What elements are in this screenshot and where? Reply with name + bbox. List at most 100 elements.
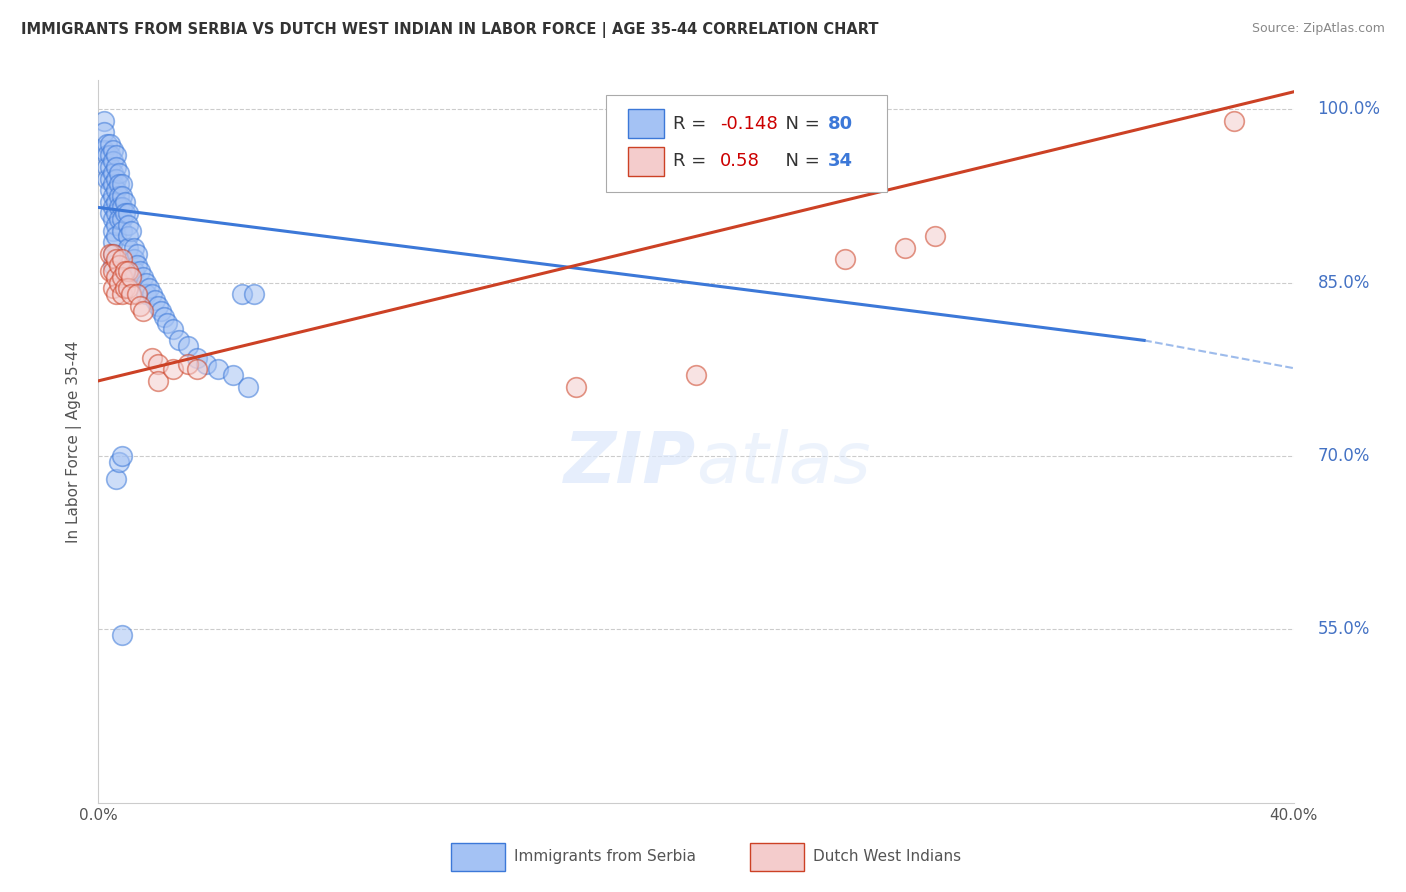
Point xyxy=(111,212,134,227)
Point xyxy=(143,293,166,307)
Point xyxy=(111,252,134,267)
Point xyxy=(103,212,125,227)
Point xyxy=(1223,113,1246,128)
Point xyxy=(156,316,179,330)
Text: 80: 80 xyxy=(827,115,852,133)
Point xyxy=(105,269,128,284)
Point xyxy=(243,287,266,301)
Point xyxy=(105,148,128,162)
Point xyxy=(108,455,131,469)
Point xyxy=(103,264,125,278)
Point xyxy=(114,206,136,220)
Point xyxy=(98,136,122,151)
FancyBboxPatch shape xyxy=(606,95,887,193)
Text: 55.0%: 55.0% xyxy=(1317,621,1369,639)
Point xyxy=(105,171,128,186)
Point xyxy=(894,241,917,255)
Point xyxy=(98,246,122,260)
Point xyxy=(924,229,946,244)
Point xyxy=(103,258,125,272)
Point xyxy=(153,310,176,325)
Point xyxy=(108,189,131,203)
Point xyxy=(103,166,125,180)
Point xyxy=(105,183,128,197)
Point xyxy=(186,362,208,376)
Point xyxy=(111,189,134,203)
Point xyxy=(96,160,118,174)
Point xyxy=(195,357,218,371)
Text: IMMIGRANTS FROM SERBIA VS DUTCH WEST INDIAN IN LABOR FORCE | AGE 35-44 CORRELATI: IMMIGRANTS FROM SERBIA VS DUTCH WEST IND… xyxy=(21,22,879,38)
Point xyxy=(207,362,229,376)
Point xyxy=(565,379,588,393)
Text: 85.0%: 85.0% xyxy=(1317,274,1369,292)
Point xyxy=(98,148,122,162)
Point xyxy=(177,357,200,371)
Text: 100.0%: 100.0% xyxy=(1317,100,1381,118)
Point xyxy=(138,281,160,295)
Point xyxy=(98,160,122,174)
Text: 0.58: 0.58 xyxy=(720,153,759,170)
Point xyxy=(111,223,134,237)
Point xyxy=(177,339,200,353)
Point xyxy=(135,276,157,290)
FancyBboxPatch shape xyxy=(628,147,664,176)
Point xyxy=(103,201,125,215)
Point xyxy=(135,287,157,301)
Point xyxy=(105,287,128,301)
Point xyxy=(162,322,184,336)
Point xyxy=(103,246,125,260)
Point xyxy=(150,304,173,318)
Point xyxy=(108,178,131,192)
Text: 34: 34 xyxy=(827,153,852,170)
Point xyxy=(231,287,253,301)
Point xyxy=(103,189,125,203)
Point xyxy=(124,241,146,255)
Point xyxy=(98,171,122,186)
Point xyxy=(148,299,170,313)
FancyBboxPatch shape xyxy=(451,843,505,871)
Y-axis label: In Labor Force | Age 35-44: In Labor Force | Age 35-44 xyxy=(66,341,83,542)
Point xyxy=(117,206,139,220)
Point xyxy=(132,269,155,284)
Point xyxy=(685,368,707,382)
Point xyxy=(186,351,208,365)
Text: Immigrants from Serbia: Immigrants from Serbia xyxy=(515,849,696,864)
Point xyxy=(105,472,128,486)
Point xyxy=(105,194,128,209)
Point xyxy=(117,218,139,232)
Point xyxy=(103,143,125,157)
Point xyxy=(111,269,134,284)
Text: R =: R = xyxy=(673,115,713,133)
Text: N =: N = xyxy=(773,115,825,133)
Point xyxy=(108,201,131,215)
Point xyxy=(117,281,139,295)
Point xyxy=(127,287,149,301)
Text: atlas: atlas xyxy=(696,429,870,498)
Point xyxy=(103,223,125,237)
Point xyxy=(127,246,149,260)
Point xyxy=(103,246,125,260)
Point xyxy=(108,276,131,290)
Point xyxy=(162,362,184,376)
Point xyxy=(98,206,122,220)
Text: Source: ZipAtlas.com: Source: ZipAtlas.com xyxy=(1251,22,1385,36)
FancyBboxPatch shape xyxy=(749,843,804,871)
Point xyxy=(111,178,134,192)
Point xyxy=(96,171,118,186)
Point xyxy=(103,178,125,192)
Point xyxy=(148,357,170,371)
Point xyxy=(141,351,163,365)
Point xyxy=(103,281,125,295)
Point xyxy=(103,154,125,169)
Point xyxy=(834,252,856,267)
Point xyxy=(111,201,134,215)
Point xyxy=(98,183,122,197)
Text: 70.0%: 70.0% xyxy=(1317,447,1369,465)
Point xyxy=(120,287,142,301)
Point xyxy=(127,258,149,272)
Point xyxy=(114,281,136,295)
Point xyxy=(124,264,146,278)
Point xyxy=(108,212,131,227)
Point xyxy=(124,252,146,267)
Point xyxy=(98,194,122,209)
